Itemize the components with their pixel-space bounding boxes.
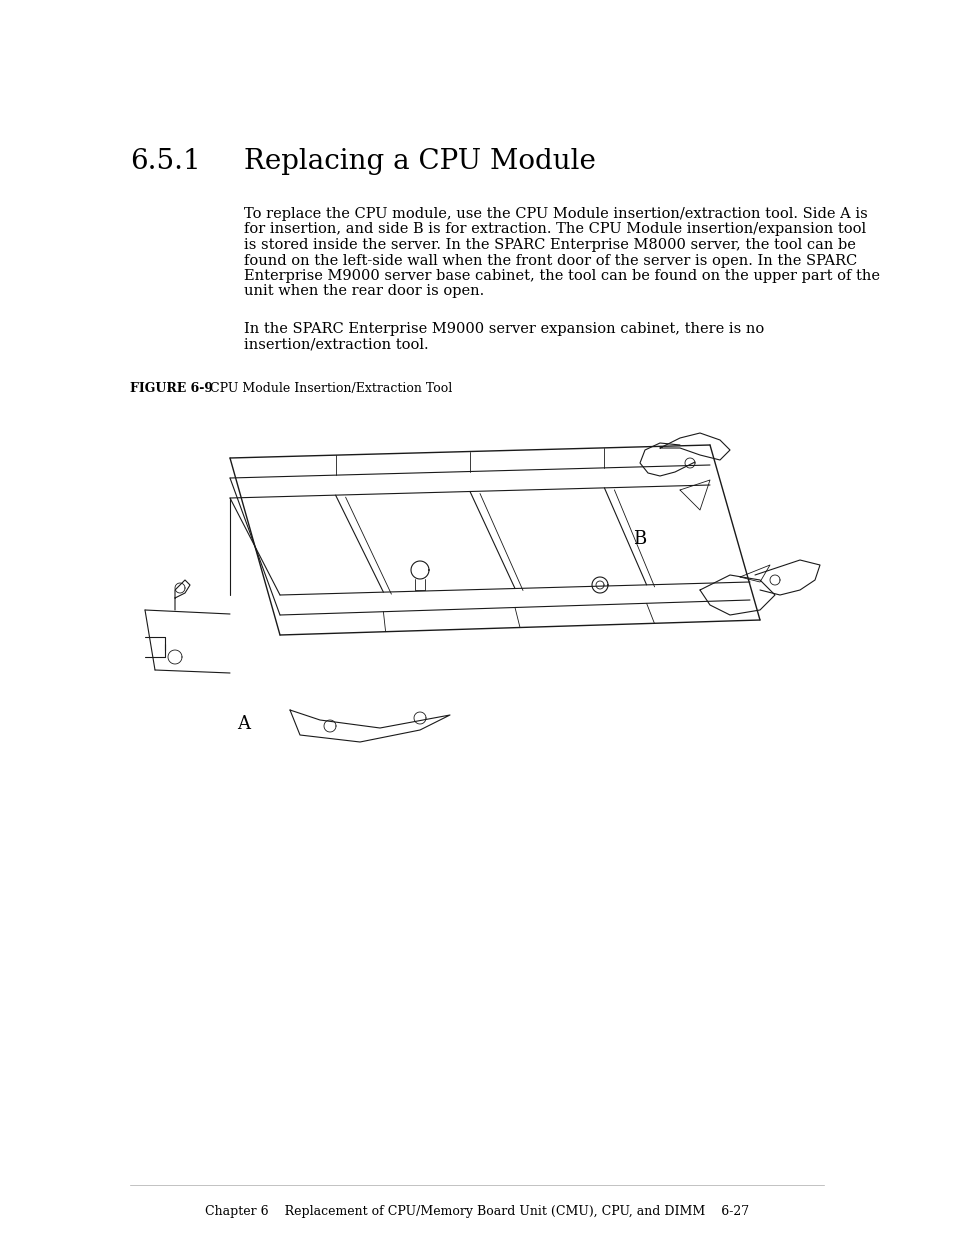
- Text: found on the left-side wall when the front door of the server is open. In the SP: found on the left-side wall when the fro…: [244, 253, 857, 268]
- Text: unit when the rear door is open.: unit when the rear door is open.: [244, 284, 484, 299]
- Text: Enterprise M9000 server base cabinet, the tool can be found on the upper part of: Enterprise M9000 server base cabinet, th…: [244, 269, 879, 283]
- Text: CPU Module Insertion/Extraction Tool: CPU Module Insertion/Extraction Tool: [210, 382, 452, 395]
- Text: In the SPARC Enterprise M9000 server expansion cabinet, there is no: In the SPARC Enterprise M9000 server exp…: [244, 322, 763, 336]
- Text: A: A: [236, 715, 250, 734]
- Text: To replace the CPU module, use the CPU Module insertion/extraction tool. Side A : To replace the CPU module, use the CPU M…: [244, 207, 867, 221]
- Text: Chapter 6    Replacement of CPU/Memory Board Unit (CMU), CPU, and DIMM    6-27: Chapter 6 Replacement of CPU/Memory Boar…: [205, 1205, 748, 1218]
- Text: B: B: [633, 530, 645, 548]
- Text: is stored inside the server. In the SPARC Enterprise M8000 server, the tool can : is stored inside the server. In the SPAR…: [244, 238, 855, 252]
- Text: FIGURE 6-9: FIGURE 6-9: [130, 382, 213, 395]
- Text: 6.5.1: 6.5.1: [130, 148, 200, 175]
- Text: for insertion, and side B is for extraction. The CPU Module insertion/expansion : for insertion, and side B is for extract…: [244, 222, 865, 236]
- Text: insertion/extraction tool.: insertion/extraction tool.: [244, 337, 428, 352]
- Text: Replacing a CPU Module: Replacing a CPU Module: [244, 148, 596, 175]
